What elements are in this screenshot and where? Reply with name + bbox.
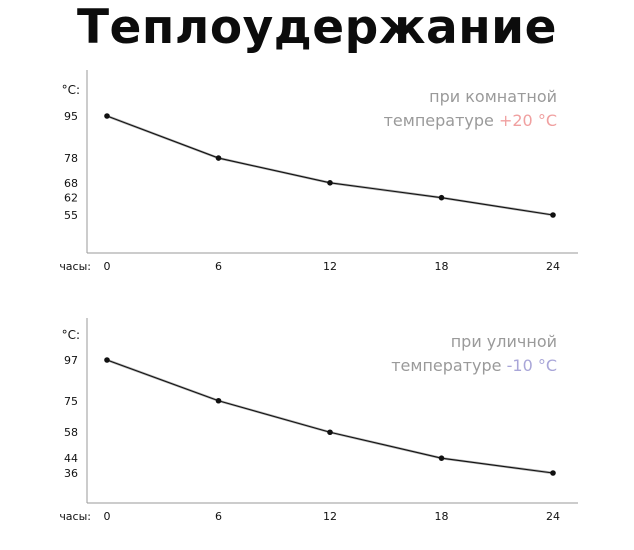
caption-line-1: при комнатной bbox=[429, 87, 557, 106]
x-tick-label: 24 bbox=[546, 510, 560, 523]
y-tick-label: 97 bbox=[64, 354, 78, 367]
y-tick-label: 58 bbox=[64, 426, 78, 439]
data-point bbox=[104, 357, 110, 363]
caption-prefix: температуре bbox=[384, 111, 499, 130]
caption-line-2: температуре +20 °C bbox=[384, 111, 557, 130]
series-line bbox=[106, 115, 554, 216]
y-tick-label: 55 bbox=[64, 209, 78, 222]
caption-line-1: при уличной bbox=[451, 332, 557, 351]
y-unit-label: °C: bbox=[62, 328, 80, 342]
x-tick-label: 0 bbox=[104, 260, 111, 273]
caption-temperature-value: -10 °C bbox=[507, 356, 557, 375]
x-unit-label: часы: bbox=[59, 260, 91, 273]
data-point bbox=[550, 470, 556, 476]
x-tick-label: 12 bbox=[323, 510, 337, 523]
x-tick-label: 18 bbox=[435, 260, 449, 273]
x-tick-label: 6 bbox=[215, 510, 222, 523]
y-tick-label: 78 bbox=[64, 152, 78, 165]
data-point bbox=[438, 455, 445, 461]
data-point bbox=[104, 113, 110, 119]
y-tick-label: 62 bbox=[64, 192, 78, 205]
data-point bbox=[550, 212, 556, 218]
series-line bbox=[106, 359, 554, 474]
y-tick-label: 75 bbox=[64, 395, 78, 408]
y-tick-label: 44 bbox=[64, 452, 78, 465]
caption-line-2: температуре -10 °C bbox=[391, 356, 557, 375]
y-tick-label: 68 bbox=[64, 177, 78, 190]
data-point bbox=[215, 397, 222, 404]
series-line-shadow bbox=[106, 114, 554, 217]
page-title: Теплоудержание bbox=[76, 0, 557, 55]
chart-2: °C: 97 75 58 44 36 часы: 0 6 12 18 24 при уличной тем… bbox=[59, 318, 578, 523]
x-tick-label: 12 bbox=[323, 260, 337, 273]
x-tick-label: 18 bbox=[435, 510, 449, 523]
x-unit-label: часы: bbox=[59, 510, 91, 523]
y-tick-label: 36 bbox=[64, 467, 78, 480]
series-line-shadow bbox=[106, 358, 554, 475]
x-tick-label: 6 bbox=[215, 260, 222, 273]
data-point bbox=[327, 429, 333, 436]
x-tick-label: 24 bbox=[546, 260, 560, 273]
chart-1: °C: 95 78 68 62 55 часы: 0 6 12 18 24 при комнатной т… bbox=[59, 70, 578, 273]
caption-prefix: температуре bbox=[391, 356, 506, 375]
data-point bbox=[215, 155, 222, 161]
data-point bbox=[438, 194, 445, 201]
x-tick-label: 0 bbox=[104, 510, 111, 523]
data-point bbox=[327, 180, 333, 186]
caption-temperature-value: +20 °C bbox=[499, 111, 557, 130]
y-unit-label: °C: bbox=[62, 83, 80, 97]
y-tick-label: 95 bbox=[64, 110, 78, 123]
